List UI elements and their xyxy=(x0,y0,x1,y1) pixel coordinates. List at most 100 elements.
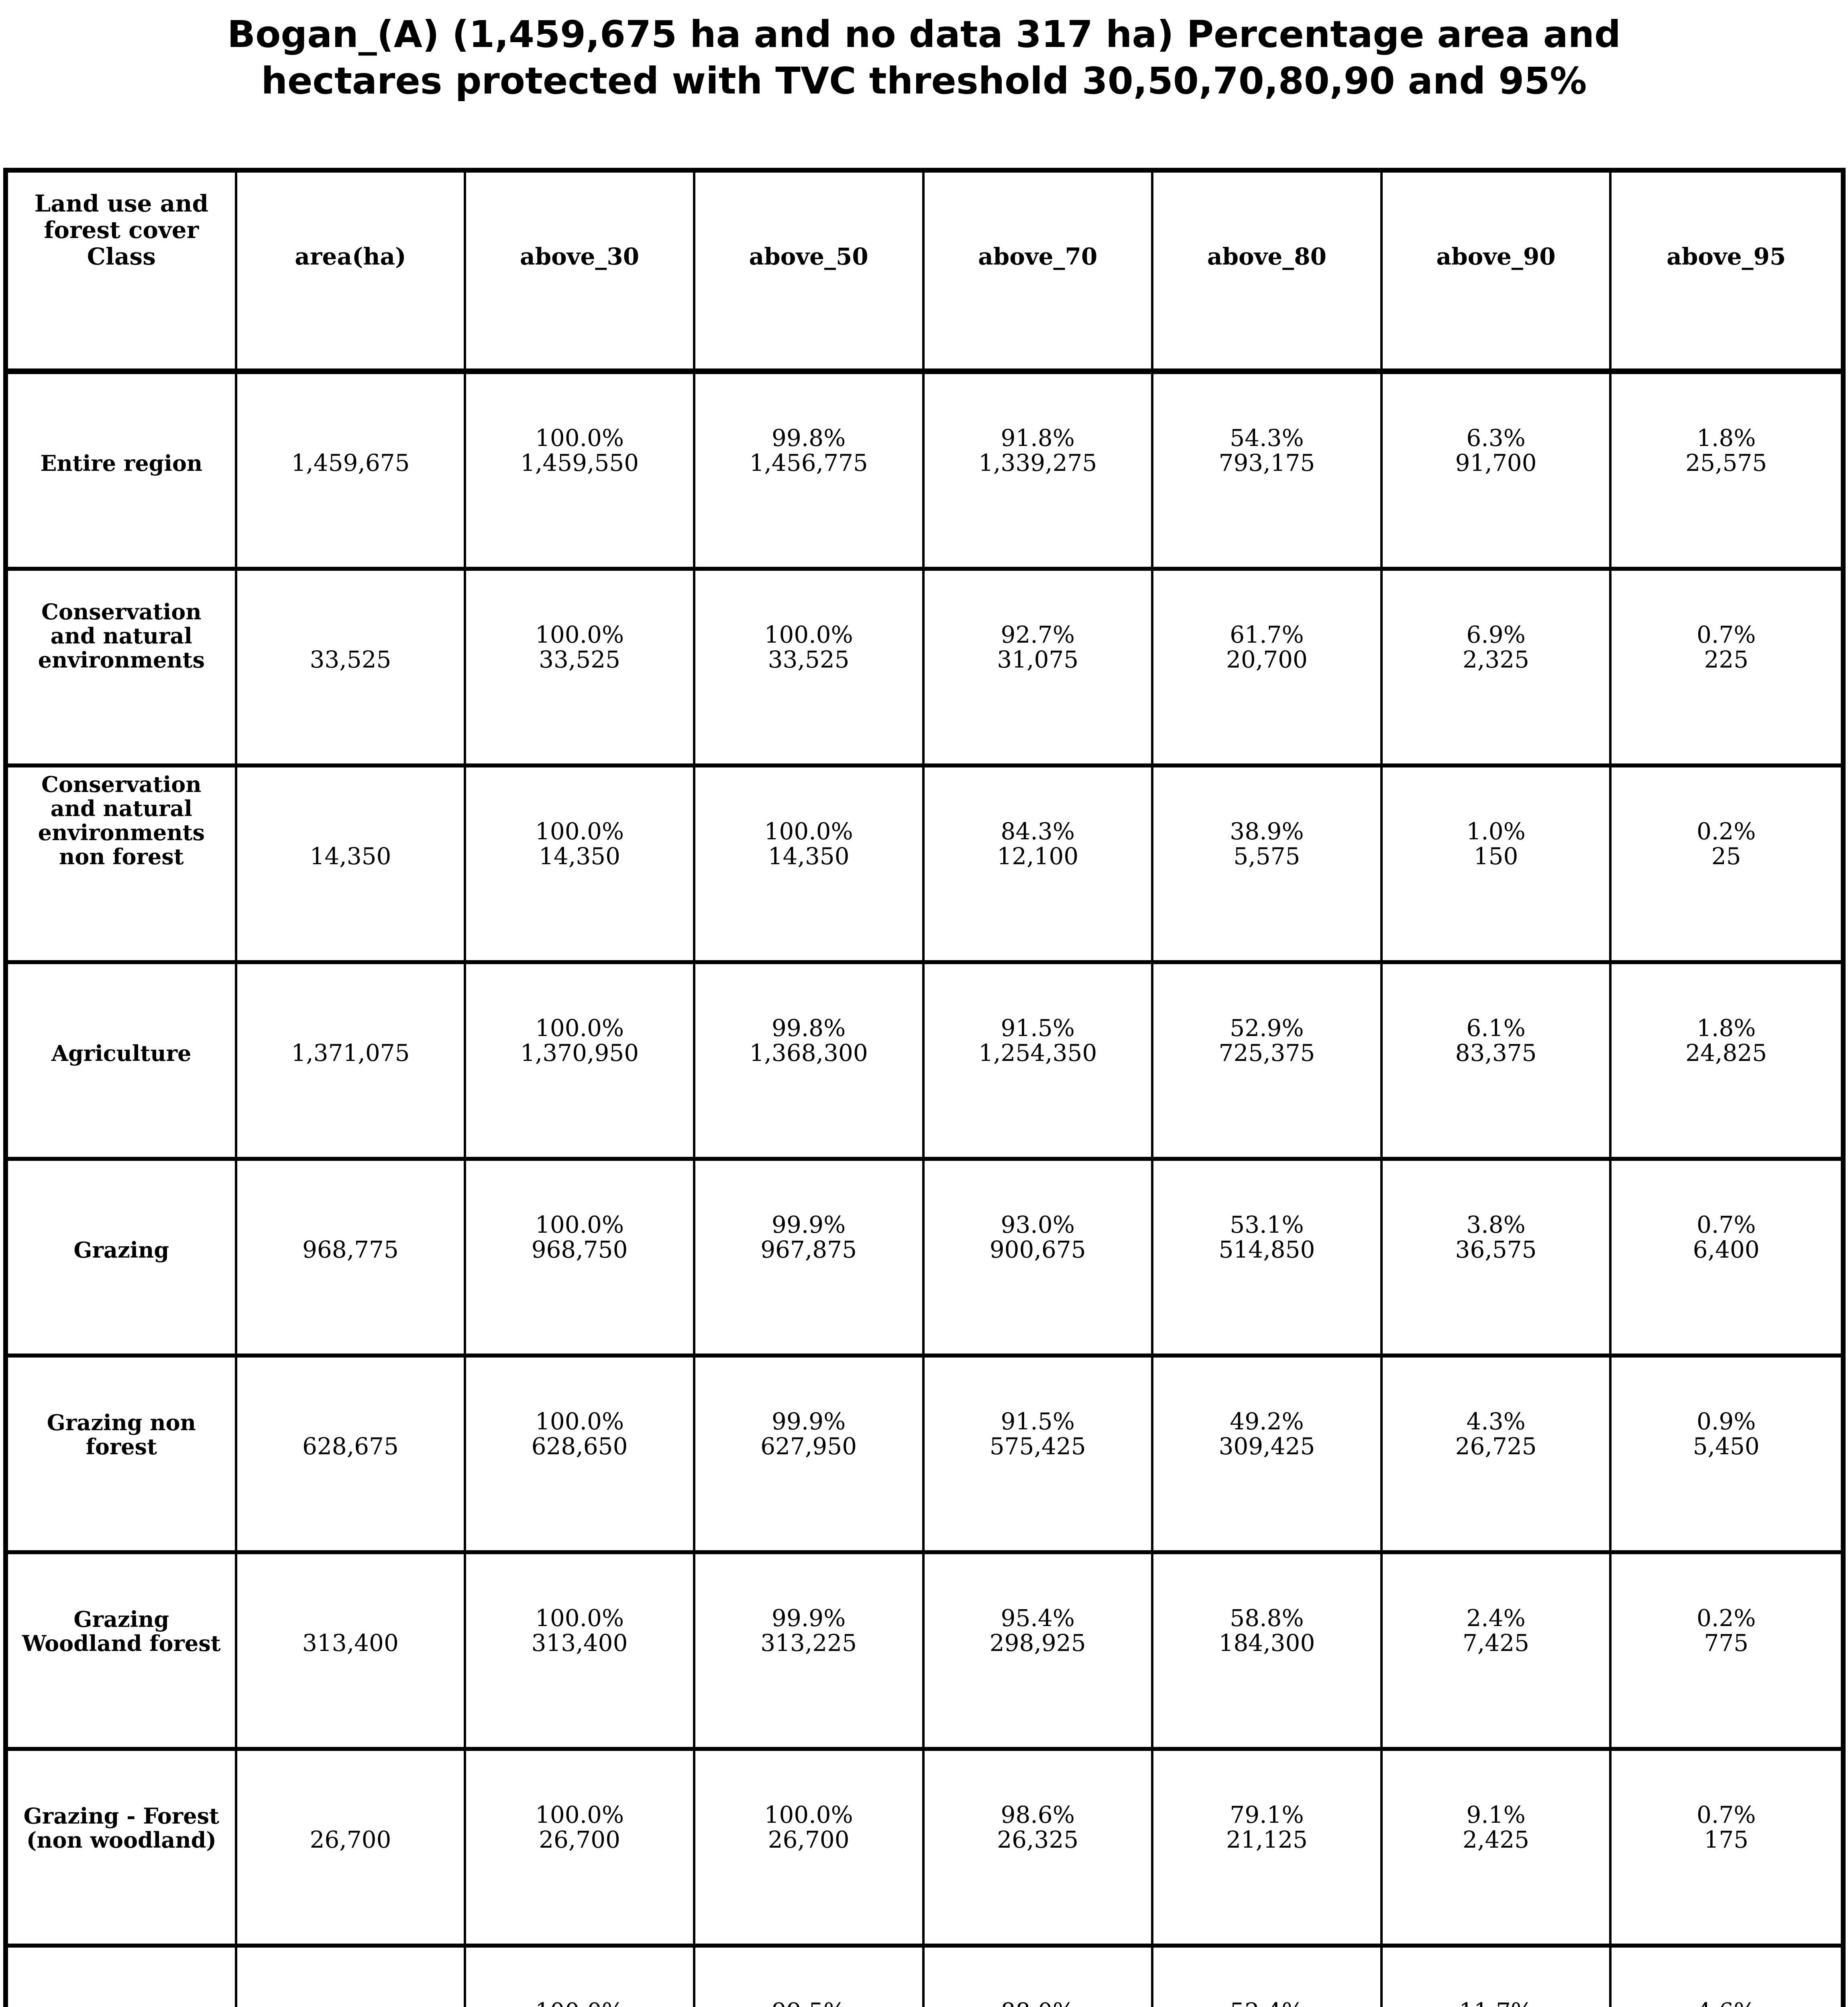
value-cell: 100.0%398,275 xyxy=(466,1948,695,2007)
percent-value: 100.0% xyxy=(764,818,853,845)
column-header-7: above_95 xyxy=(1612,173,1841,374)
hectares-value: 1,370,950 xyxy=(520,1039,639,1067)
percent-value: 99.9% xyxy=(772,1211,846,1238)
hectares-value: 150 xyxy=(1473,843,1518,870)
landuse-protection-table: Land use and forest cover Class area(ha) a… xyxy=(3,168,1846,2007)
percent-value: 99.8% xyxy=(772,1014,846,1042)
percent-value: 100.0% xyxy=(535,1408,624,1435)
hectares-value: 628,650 xyxy=(531,1433,628,1460)
hectares-value: 26,700 xyxy=(539,1826,621,1853)
percent-value: 3.8% xyxy=(1466,1211,1526,1238)
hectares-value: 793,175 xyxy=(1218,449,1315,476)
value-cell: 1.8% 25,575 xyxy=(1612,374,1841,571)
hectares-value: 5,575 xyxy=(1233,843,1300,870)
value-cell: 53.1% 514,850 xyxy=(1153,1161,1383,1358)
hectares-value: 968,750 xyxy=(531,1236,628,1263)
hectares-value: 175 xyxy=(1704,1826,1749,1853)
value-cell: 100.0% 1,370,950 xyxy=(466,964,695,1161)
value-cell: 100.0% 628,650 xyxy=(466,1358,695,1554)
percent-value: 52.4% xyxy=(1219,1999,1315,2007)
row-label: Entire region xyxy=(8,374,237,571)
percent-value: 53.1% xyxy=(1230,1211,1304,1238)
page-title: Bogan_(A) (1,459,675 ha and no data 317 … xyxy=(0,11,1848,104)
percent-value: 1.8% xyxy=(1697,424,1756,452)
hectares-value: 2,325 xyxy=(1463,646,1530,673)
value-cell: 3.8% 36,575 xyxy=(1382,1161,1612,1358)
value-cell: 100.0% 33,525 xyxy=(466,571,695,767)
hectares-value: 33,525 xyxy=(539,646,621,673)
value-cell: 100.0% 26,700 xyxy=(695,1751,925,1948)
value-cell: 4.6%18,425 xyxy=(1612,1948,1841,2007)
value-cell: 100.0% 26,700 xyxy=(466,1751,695,1948)
row-label: Grazing xyxy=(8,1161,237,1358)
page-title-line2: hectares protected with TVC threshold 30… xyxy=(261,59,1587,102)
percent-value: 100.0% xyxy=(535,1801,624,1828)
percent-value: 95.4% xyxy=(1000,1604,1075,1632)
value-cell: 100.0% 1,459,550 xyxy=(466,374,695,571)
column-header-4: above_70 xyxy=(924,173,1154,374)
column-header-3: above_50 xyxy=(695,173,925,374)
percent-value: 58.8% xyxy=(1230,1604,1304,1632)
value-cell: 84.3% 12,100 xyxy=(924,767,1154,964)
percent-value: 2.4% xyxy=(1466,1604,1526,1632)
hectares-value: 627,950 xyxy=(760,1433,857,1460)
value-cell: 0.7% 175 xyxy=(1612,1751,1841,1948)
value-cell: 99.9% 313,225 xyxy=(695,1554,925,1751)
area-cell: 14,350 xyxy=(237,767,467,964)
hectares-value: 1,368,300 xyxy=(749,1039,868,1067)
value-cell: 1.0% 150 xyxy=(1382,767,1612,964)
value-cell: 1.8% 24,825 xyxy=(1612,964,1841,1161)
value-cell: 99.5%396,525 xyxy=(695,1948,925,2007)
value-cell: 100.0% 14,350 xyxy=(695,767,925,964)
area-cell: 1,459,675 xyxy=(237,374,467,571)
value-cell: 38.9% 5,575 xyxy=(1153,767,1383,964)
percent-value: 84.3% xyxy=(1000,818,1075,845)
hectares-value: 20,700 xyxy=(1226,646,1308,673)
column-header-1: area(ha) xyxy=(237,173,467,374)
area-cell: 968,775 xyxy=(237,1161,467,1358)
percent-value: 100.0% xyxy=(535,1604,624,1632)
hectares-value: 91,700 xyxy=(1455,449,1537,476)
value-cell: 100.0% 968,750 xyxy=(466,1161,695,1358)
hectares-value: 83,375 xyxy=(1455,1039,1537,1067)
area-cell: 33,525 xyxy=(237,571,467,767)
value-cell: 91.5% 1,254,350 xyxy=(924,964,1154,1161)
value-cell: 4.3% 26,725 xyxy=(1382,1358,1612,1554)
percent-value: 100.0% xyxy=(764,1801,853,1828)
row-label: Grazing Woodland forest xyxy=(8,1554,237,1751)
area-cell: 313,400 xyxy=(237,1554,467,1751)
hectares-value: 309,425 xyxy=(1218,1433,1315,1460)
value-cell: 58.8% 184,300 xyxy=(1153,1554,1383,1751)
percent-value: 100.0% xyxy=(535,1211,624,1238)
value-cell: 100.0% 33,525 xyxy=(695,571,925,767)
percent-value: 4.3% xyxy=(1466,1408,1526,1435)
percent-value: 100.0% xyxy=(532,1999,628,2007)
hectares-value: 725,375 xyxy=(1218,1039,1315,1067)
row-label: Grazing - Forest (non woodland) xyxy=(8,1751,237,1948)
percent-value: 4.6% xyxy=(1685,1999,1767,2007)
page-title-line1: Bogan_(A) (1,459,675 ha and no data 317 … xyxy=(227,13,1621,56)
value-cell: 100.0% 14,350 xyxy=(466,767,695,964)
value-cell: 6.3% 91,700 xyxy=(1382,374,1612,571)
percent-value: 0.7% xyxy=(1697,621,1756,648)
percent-value: 91.5% xyxy=(1000,1408,1075,1435)
row-label: Conservation and natural environments no… xyxy=(8,767,237,964)
hectares-value: 2,425 xyxy=(1463,1826,1530,1853)
value-cell: 0.7% 6,400 xyxy=(1612,1161,1841,1358)
hectares-value: 14,350 xyxy=(768,843,850,870)
value-cell: 100.0% 313,400 xyxy=(466,1554,695,1751)
percent-value: 92.7% xyxy=(1000,621,1075,648)
value-cell: 98.6% 26,325 xyxy=(924,1751,1154,1948)
percent-value: 100.0% xyxy=(535,424,624,452)
value-cell: 91.8% 1,339,275 xyxy=(924,374,1154,571)
hectares-value: 12,100 xyxy=(997,843,1079,870)
hectares-value: 225 xyxy=(1704,646,1749,673)
percent-value: 100.0% xyxy=(535,818,624,845)
hectares-value: 26,325 xyxy=(997,1826,1079,1853)
percent-value: 9.1% xyxy=(1466,1801,1526,1828)
percent-value: 0.2% xyxy=(1697,1604,1756,1632)
percent-value: 99.9% xyxy=(772,1408,846,1435)
hectares-value: 31,075 xyxy=(997,646,1079,673)
value-cell: 9.1% 2,425 xyxy=(1382,1751,1612,1948)
